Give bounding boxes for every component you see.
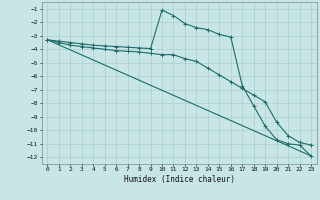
X-axis label: Humidex (Indice chaleur): Humidex (Indice chaleur) (124, 175, 235, 184)
